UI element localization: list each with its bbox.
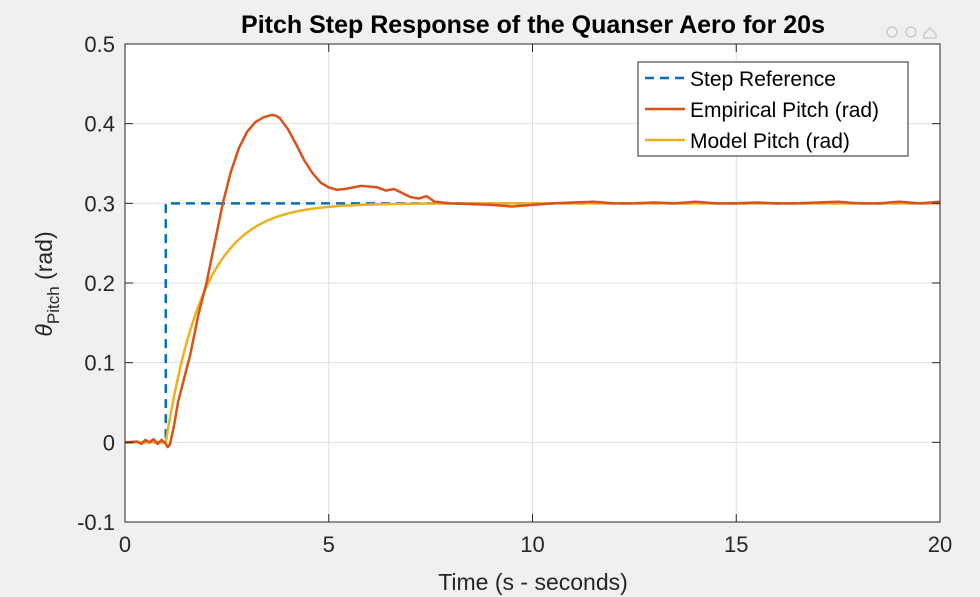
y-tick-labels: -0.1 0 0.1 0.2 0.3 0.4 0.5	[77, 32, 115, 535]
series-group	[124, 113, 941, 449]
ticks	[124, 43, 941, 523]
series-line-empirical-pitch-rad	[124, 113, 941, 449]
y-axis-symbol: θ	[31, 324, 57, 337]
x-axis-label: Time (s - seconds)	[438, 569, 628, 595]
y-tick-label: 0.2	[84, 271, 115, 296]
y-axis-subscript: Pitch	[44, 286, 63, 324]
zoom-out-icon[interactable]	[905, 26, 917, 38]
y-tick-label: 0.3	[84, 191, 115, 216]
y-tick-label: 0	[103, 430, 115, 455]
x-tick-label: 20	[928, 532, 952, 557]
chart-title: Pitch Step Response of the Quanser Aero …	[241, 11, 825, 39]
y-tick-label: 0.4	[84, 112, 115, 137]
legend-label-model-pitch: Model Pitch (rad)	[690, 130, 850, 153]
legend-label-empirical-pitch: Empirical Pitch (rad)	[690, 99, 879, 122]
x-tick-label: 10	[520, 532, 544, 557]
x-tick-labels: 0 5 10 15 20	[119, 532, 952, 557]
x-tick-label: 0	[119, 532, 131, 557]
legend: Step Reference Empirical Pitch (rad) Mod…	[637, 61, 909, 157]
x-tick-label: 5	[323, 532, 335, 557]
zoom-in-icon[interactable]	[886, 26, 898, 38]
legend-label-step-reference: Step Reference	[690, 68, 836, 91]
y-tick-label: 0.1	[84, 351, 115, 376]
home-icon[interactable]	[923, 26, 937, 39]
toolbar-icons[interactable]	[886, 26, 937, 39]
x-tick-label: 15	[724, 532, 748, 557]
y-axis-unit: (rad)	[31, 231, 57, 286]
y-tick-label: 0.5	[84, 32, 115, 57]
y-axis-label: θPitch (rad)	[31, 231, 63, 336]
y-tick-label: -0.1	[77, 510, 115, 535]
